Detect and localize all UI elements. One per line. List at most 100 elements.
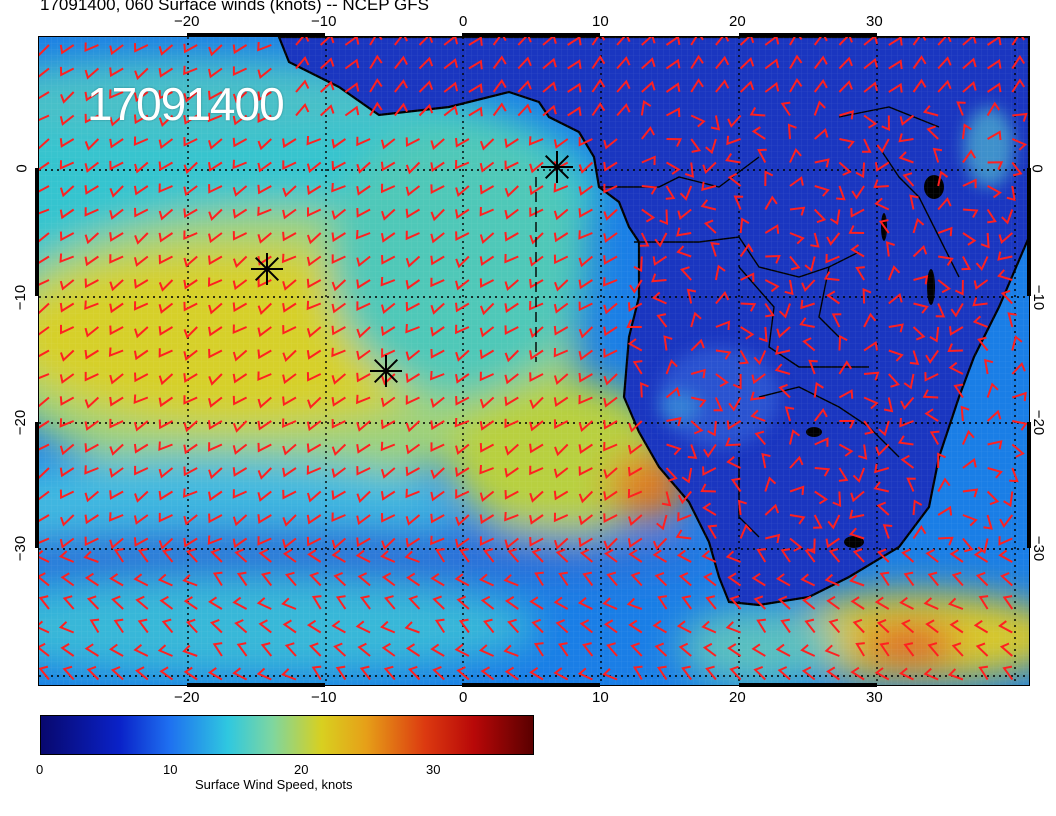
wind-barb (39, 620, 50, 634)
wind-barb (84, 300, 99, 310)
wind-barb (1012, 112, 1028, 122)
wind-barb (654, 571, 668, 587)
wind-barb (331, 279, 347, 292)
wind-barb (825, 253, 840, 264)
wind-barb (603, 326, 618, 337)
wind-barb (578, 208, 593, 218)
wind-barb (725, 550, 741, 563)
wind-barb (832, 491, 842, 508)
wind-barb (185, 618, 198, 634)
wind-barb (39, 550, 50, 563)
wind-barb (948, 361, 964, 375)
wind-map: 17091400 (38, 36, 1030, 686)
wind-barb (344, 37, 360, 46)
wind-barb (356, 301, 371, 311)
wind-barb (394, 79, 408, 93)
wind-barb (814, 128, 829, 140)
wind-barb (257, 41, 272, 52)
wind-barb (725, 153, 741, 164)
wind-barb (751, 572, 766, 587)
wind-barb (710, 115, 721, 131)
wind-barb (158, 232, 174, 243)
wind-barb (578, 161, 594, 174)
wind-barb (59, 418, 75, 428)
wind-barb (591, 78, 606, 93)
wind-barb (369, 54, 383, 70)
colorbar-tick: 10 (163, 762, 178, 777)
wind-barb (603, 396, 618, 408)
wind-barb (109, 160, 124, 171)
wind-barb (455, 302, 470, 313)
wind-barb (282, 231, 297, 242)
wind-barb (873, 481, 890, 493)
wind-barb (504, 443, 519, 456)
wind-barb (553, 232, 569, 243)
wind-barb (182, 644, 198, 657)
wind-barb (492, 78, 507, 93)
wind-barb (84, 572, 99, 587)
wind-barb (603, 348, 618, 359)
wind-barb (849, 574, 865, 587)
wind-barb (641, 57, 656, 70)
bottom-lon-label: −10 (311, 689, 337, 706)
wind-barb (962, 57, 977, 70)
wind-barb (814, 185, 830, 197)
wind-barb (380, 467, 396, 479)
wind-barb (799, 317, 815, 328)
wind-barb (739, 523, 753, 539)
wind-barb (320, 80, 335, 93)
wind-barb (801, 279, 816, 293)
wind-barb (727, 114, 742, 128)
wind-barb (813, 37, 828, 46)
wind-barb (632, 665, 643, 681)
wind-barb (789, 147, 802, 163)
wind-barb (232, 443, 248, 455)
wind-barb (369, 37, 383, 46)
wind-barb (430, 326, 445, 337)
wind-barb (158, 302, 174, 314)
wind-barb (183, 65, 198, 76)
wind-barb (789, 455, 804, 469)
wind-barb (380, 276, 396, 287)
wind-barb (616, 56, 631, 70)
wind-barb (133, 443, 149, 454)
wind-barb (208, 44, 223, 57)
wind-barb (751, 373, 766, 385)
wind-barb (553, 325, 569, 336)
wind-barb (986, 490, 1000, 506)
wind-barb (208, 138, 223, 150)
wind-barb (633, 256, 643, 273)
wind-barb (380, 232, 396, 243)
wind-barb (430, 490, 445, 502)
wind-barb (504, 279, 519, 291)
wind-barb (157, 644, 173, 657)
wind-barb (629, 279, 643, 294)
wind-barb (356, 443, 371, 454)
wind-barb (935, 303, 946, 318)
wind-barb (978, 665, 989, 681)
wind-barb (804, 256, 816, 272)
wind-barb (850, 244, 865, 258)
wind-barb (479, 206, 494, 217)
wind-barb (651, 273, 667, 283)
wind-barb (578, 255, 594, 268)
wind-barb (987, 467, 1003, 479)
wind-barb (59, 467, 75, 478)
wind-barb (208, 184, 223, 194)
wind-barb (725, 621, 741, 634)
wind-barb (727, 572, 742, 587)
wind-barb (652, 549, 668, 563)
wind-barb (331, 373, 347, 385)
wind-barb (257, 206, 272, 217)
wind-barb (183, 279, 198, 290)
wind-barb (232, 514, 248, 527)
wind-barb (703, 443, 717, 458)
wind-barb (903, 373, 915, 390)
wind-barb (862, 138, 872, 153)
wind-barb (356, 161, 371, 174)
wind-barb (838, 37, 853, 46)
wind-barb (394, 37, 408, 46)
wind-barb (381, 208, 396, 221)
wind-barb (838, 80, 853, 93)
wind-barb (133, 185, 149, 196)
